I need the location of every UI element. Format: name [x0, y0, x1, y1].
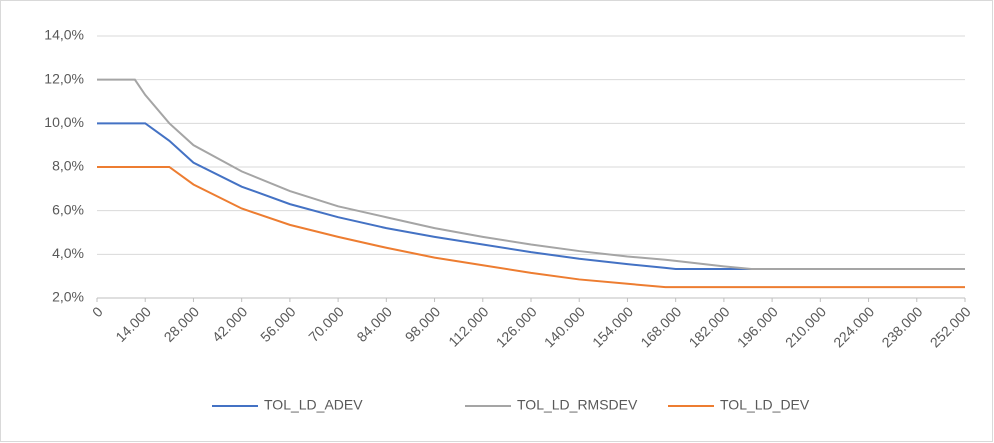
series-line	[97, 122, 965, 270]
legend-label: TOL_LD_DEV	[720, 397, 810, 413]
y-tick-label: 12,0%	[44, 70, 84, 86]
series-line	[97, 78, 965, 270]
y-tick-label: 8,0%	[52, 158, 84, 174]
legend-label: TOL_LD_ADEV	[264, 397, 363, 413]
y-tick-label: 6,0%	[52, 201, 84, 217]
y-tick-label: 4,0%	[52, 245, 84, 261]
series-line	[97, 166, 965, 289]
y-tick-label: 10,0%	[44, 114, 84, 130]
y-tick-label: 14,0%	[44, 27, 84, 43]
legend-label: TOL_LD_RMSDEV	[517, 397, 638, 413]
y-tick-label: 2,0%	[52, 289, 84, 305]
